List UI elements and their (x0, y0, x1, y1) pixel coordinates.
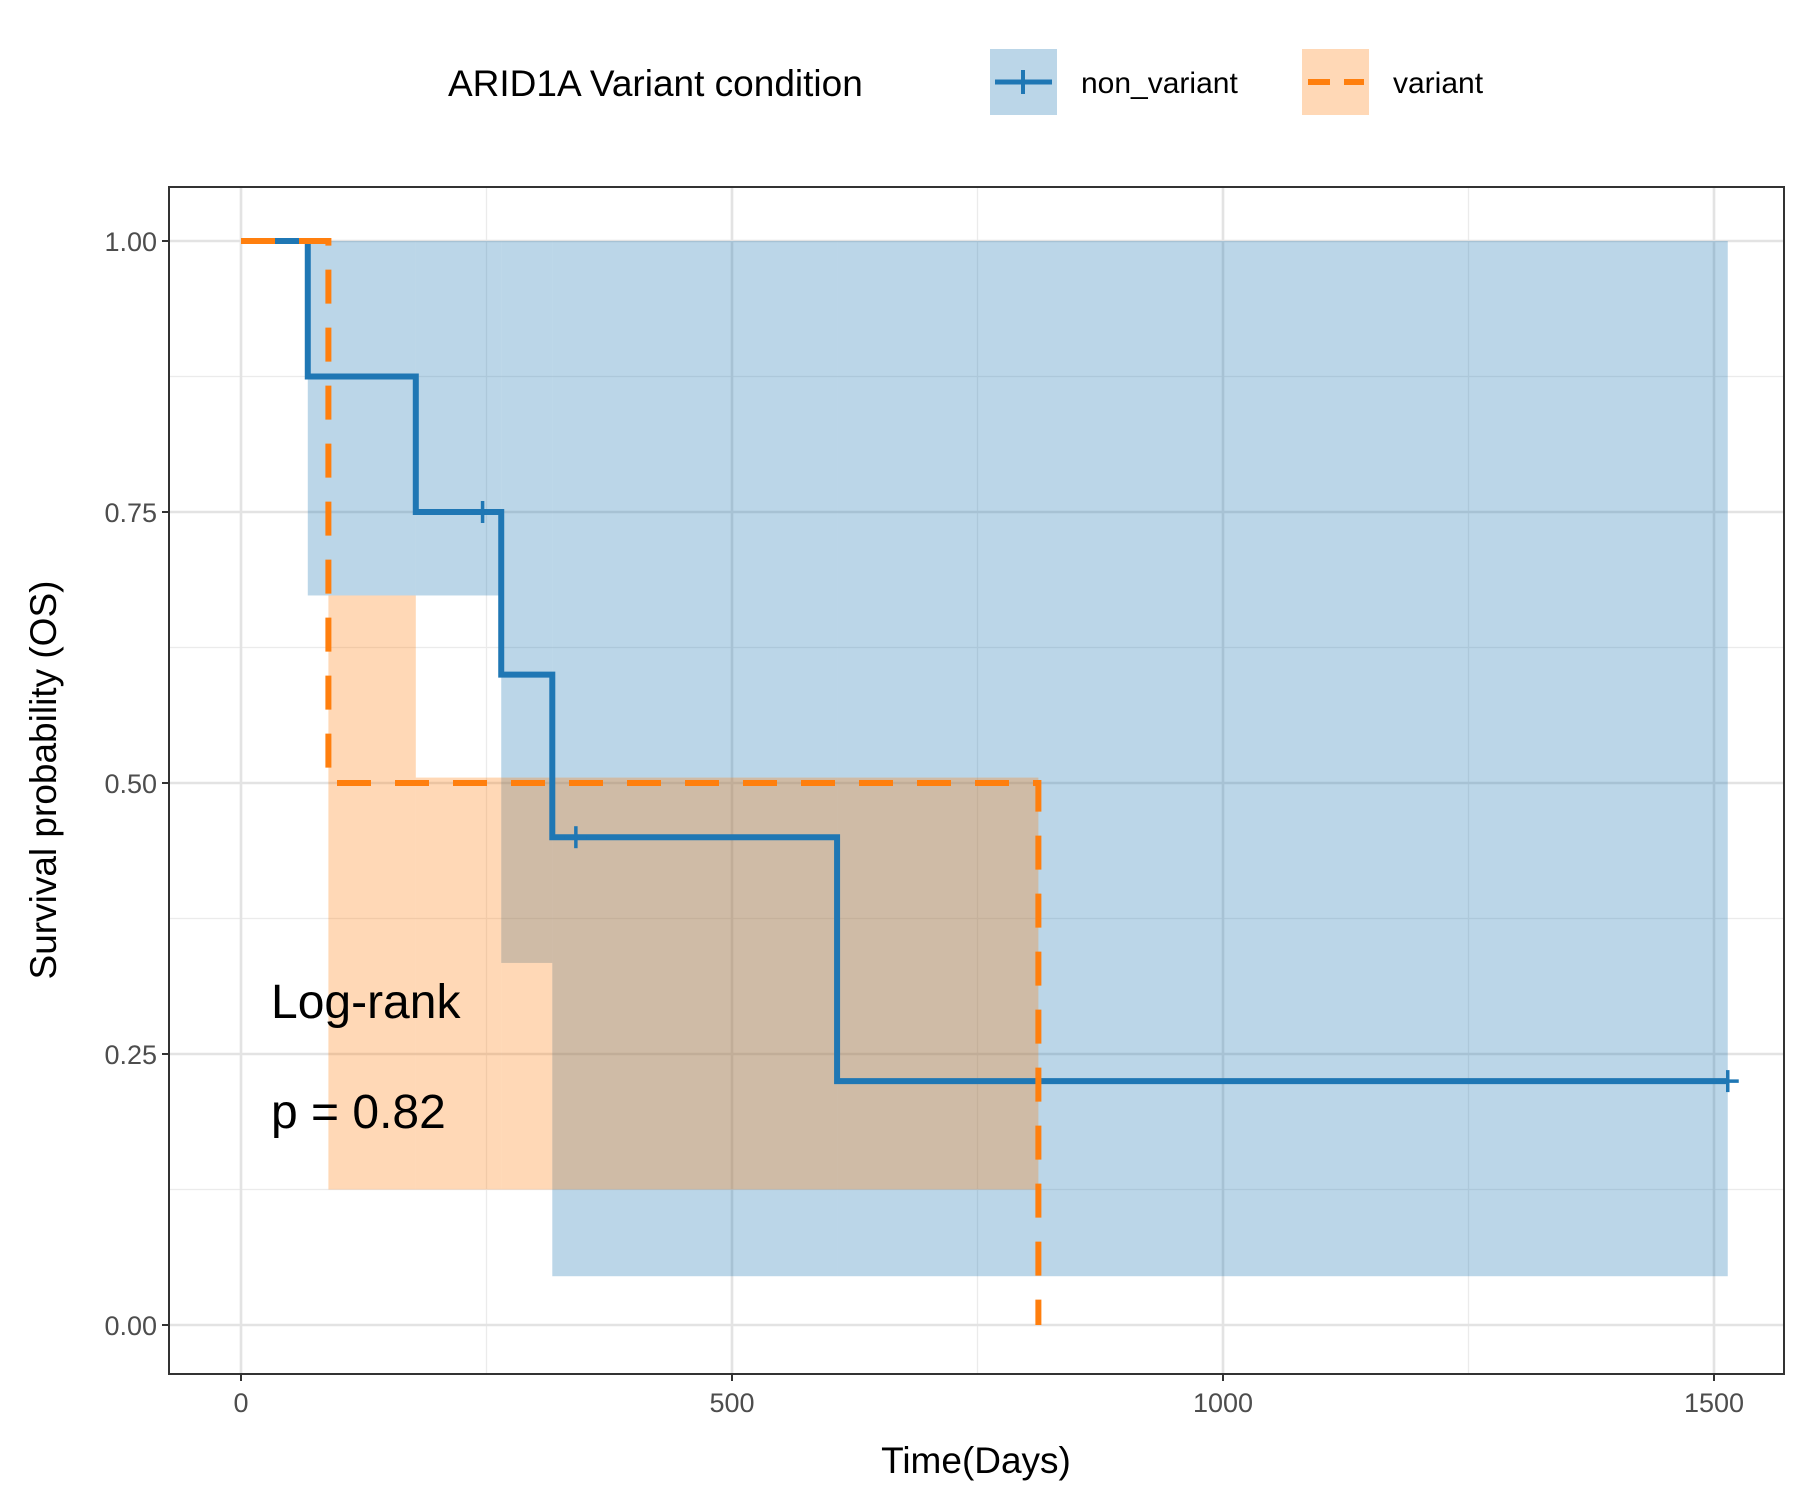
log-rank-annotation: Log-rank (271, 976, 461, 1029)
y-tick-label: 0.25 (104, 1040, 157, 1070)
x-tick-label: 0 (233, 1388, 248, 1418)
y-tick-label: 0.00 (104, 1311, 157, 1341)
x-axis-title: Time(Days) (881, 1440, 1071, 1481)
panel-border (168, 186, 1785, 1375)
ci-band-non-variant (501, 241, 553, 963)
ci-band-variant (501, 777, 553, 1190)
ci-band-non-variant (307, 241, 416, 596)
y-axis-title: Survival probability (OS) (23, 581, 64, 980)
ci-band-variant (837, 777, 1039, 1190)
survival-curve-variant (241, 238, 1042, 1325)
grid (169, 187, 1784, 1374)
ci-band-non-variant (415, 241, 502, 596)
ci-band-variant (328, 595, 416, 1190)
y-tick-label: 0.50 (104, 769, 157, 799)
ci-band-non-variant (552, 241, 838, 1277)
ci-band-non-variant (837, 241, 1728, 1277)
legend: ARID1A Variant condition non_variant var… (448, 49, 1484, 115)
p-value-annotation: p = 0.82 (271, 1086, 446, 1139)
x-tick-label: 500 (709, 1388, 754, 1418)
ci-band-variant (415, 777, 502, 1190)
x-tick-label: 1000 (1193, 1388, 1253, 1418)
axis-ticks: 0 500 1000 1500 0.00 0.25 0.50 0.75 1.00 (104, 227, 1744, 1418)
ci-band-variant (552, 777, 838, 1190)
y-tick-label: 0.75 (104, 498, 157, 528)
legend-label-variant: variant (1393, 67, 1484, 100)
survival-curves (241, 238, 1728, 1325)
x-tick-label: 1500 (1684, 1388, 1744, 1418)
legend-title: ARID1A Variant condition (448, 63, 863, 104)
y-tick-label: 1.00 (104, 227, 157, 257)
plot-panel (168, 186, 1785, 1375)
survival-curve-non-variant (241, 238, 1728, 1085)
confidence-bands (307, 241, 1728, 1277)
censor-marks (471, 501, 1739, 1093)
legend-label-non-variant: non_variant (1081, 67, 1238, 100)
